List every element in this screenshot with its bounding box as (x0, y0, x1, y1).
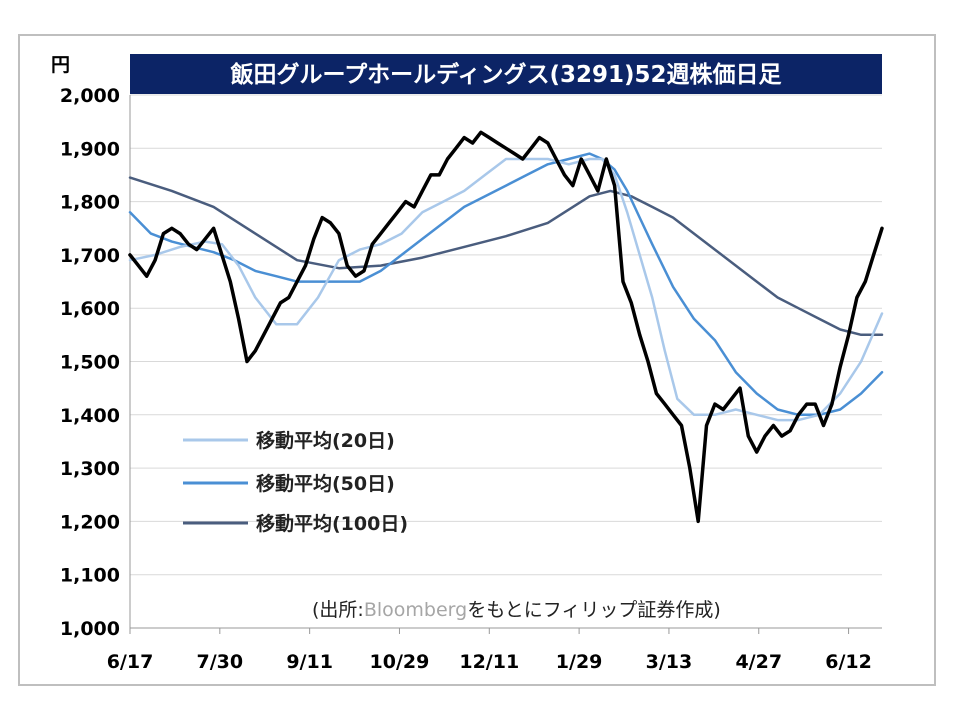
chart-title: 飯田グループホールディングス(3291)52週株価日足 (229, 61, 781, 88)
price-line (128, 130, 884, 524)
legend-label-ma50: 移動平均(50日) (256, 472, 395, 495)
series-layer (128, 130, 884, 524)
y-tick-label: 1,300 (60, 458, 120, 480)
legend-label-ma20: 移動平均(20日) (256, 429, 395, 452)
x-tick-labels: 6/17 7/30 9/11 10/29 12/11 1/29 3/13 4/27 6/12 (107, 628, 872, 673)
y-tick-label: 1,200 (60, 511, 120, 533)
y-tick-label: 1,000 (60, 618, 120, 640)
y-tick-label: 1,100 (60, 565, 120, 587)
y-tick-label: 1,400 (60, 405, 120, 427)
x-tick-label: 9/11 (286, 651, 333, 673)
source-note: (出所:Bloombergをもとにフィリップ証券作成) (312, 599, 721, 621)
axes (129, 95, 882, 629)
x-tick-label: 12/11 (459, 651, 519, 673)
x-tick-label: 10/29 (370, 651, 430, 673)
chart-frame (18, 34, 936, 686)
x-tick-label: 6/12 (825, 651, 872, 673)
legend-label-ma100: 移動平均(100日) (256, 512, 408, 535)
x-tick-label: 3/13 (646, 651, 693, 673)
source-note-prefix: (出所: (312, 599, 364, 621)
y-tick-label: 1,900 (60, 138, 120, 160)
title-banner (130, 54, 882, 94)
y-tick-label: 1,800 (60, 192, 120, 214)
x-tick-label: 7/30 (197, 651, 244, 673)
source-note-brand: Bloomberg (364, 599, 467, 621)
y-tick-label: 1,600 (60, 298, 120, 320)
x-tick-label: 1/29 (556, 651, 603, 673)
ma50-line (128, 152, 884, 417)
y-tick-label: 2,000 (60, 85, 120, 107)
source-note-suffix: をもとにフィリップ証券作成) (467, 599, 721, 621)
y-tick-label: 1,500 (60, 352, 120, 374)
x-tick-label: 4/27 (735, 651, 782, 673)
x-tick-label: 6/17 (107, 651, 154, 673)
y-tick-label: 1,700 (60, 245, 120, 267)
legend: 移動平均(20日) 移動平均(50日) 移動平均(100日) (183, 429, 408, 535)
y-axis-unit-label: 円 (51, 54, 70, 76)
ma20-line (128, 157, 884, 422)
y-tick-labels: 1,000 1,100 1,200 1,300 1,400 1,500 1,600 1,700… (60, 85, 120, 640)
